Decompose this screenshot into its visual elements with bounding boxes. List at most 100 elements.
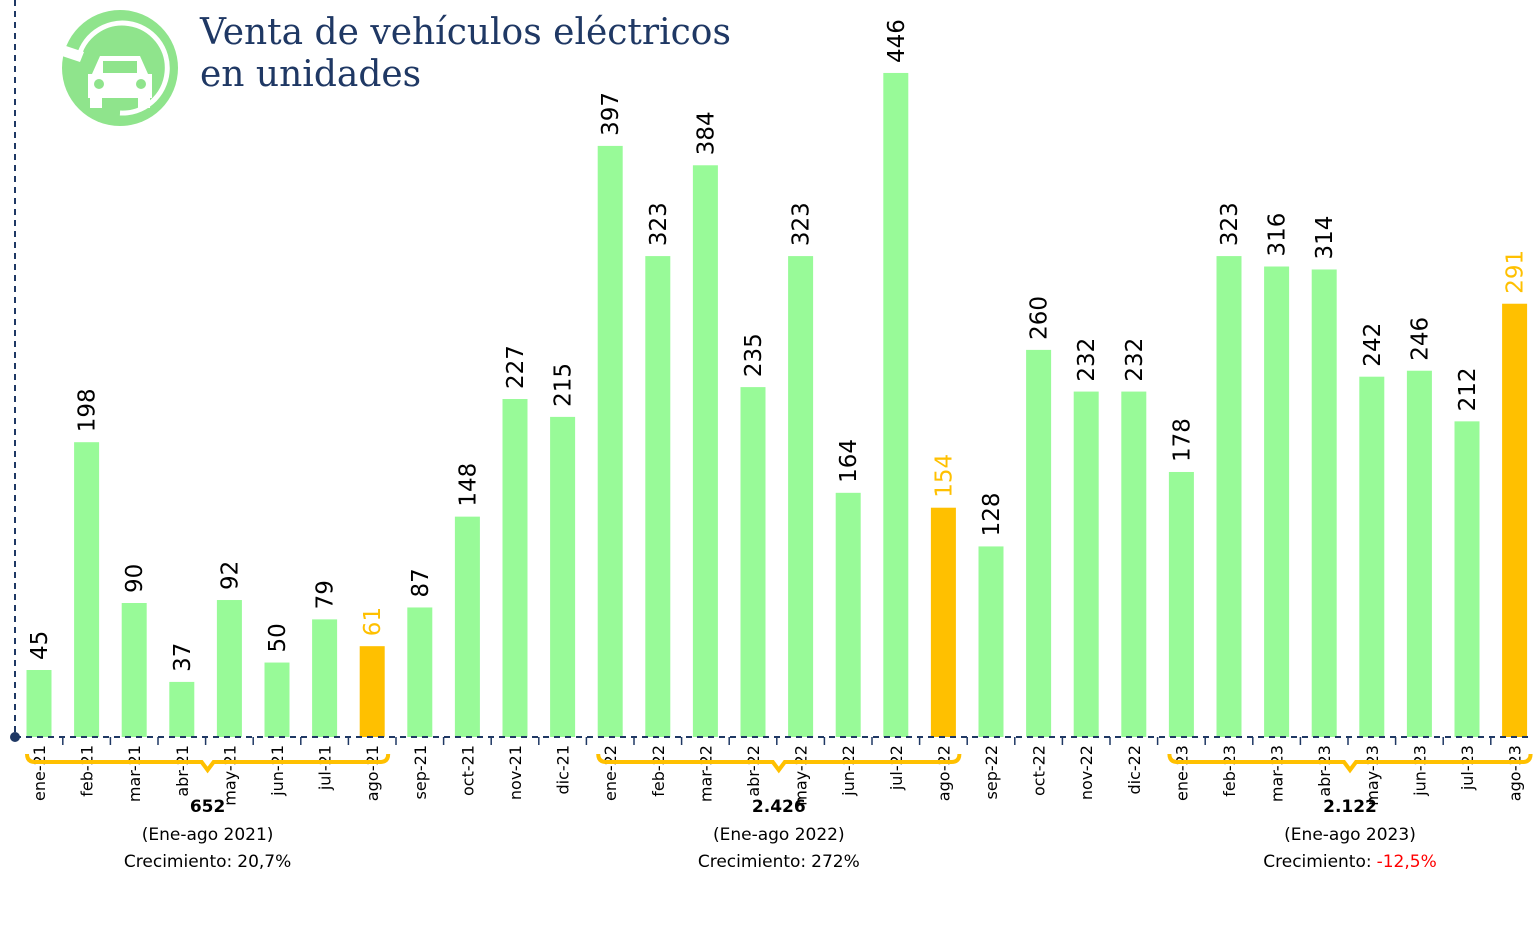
bar <box>645 256 671 737</box>
annotation-growth: Crecimiento: -12,5% <box>1263 852 1436 872</box>
value-label: 323 <box>646 202 672 246</box>
bar <box>502 399 528 737</box>
bracket <box>1167 753 1533 774</box>
x-tick-label: sep-22 <box>982 745 1001 799</box>
value-label: 148 <box>455 463 481 507</box>
value-label: 215 <box>551 363 577 407</box>
bar <box>1264 266 1290 737</box>
bar <box>597 145 623 737</box>
bracket <box>596 753 962 774</box>
value-label: 235 <box>741 333 767 377</box>
x-tick-label: abr-21 <box>173 745 192 797</box>
bar <box>1454 421 1480 737</box>
annotation-period: (Ene-ago 2022) <box>713 825 845 845</box>
bar <box>550 416 576 737</box>
value-label: 45 <box>27 631 53 660</box>
value-label: 397 <box>598 92 624 136</box>
annotation-total: 652 <box>190 797 226 817</box>
bar <box>312 619 338 737</box>
value-label: 164 <box>836 439 862 483</box>
x-tick-label: dic-21 <box>554 745 573 795</box>
annotation-total: 2.122 <box>1323 797 1377 817</box>
value-label: 87 <box>408 568 434 597</box>
x-tick-label: ene-23 <box>1172 745 1191 801</box>
bar <box>1311 269 1337 737</box>
x-tick-label: mar-21 <box>125 745 144 802</box>
annotation-growth: Crecimiento: 272% <box>698 852 860 872</box>
x-tick-label: jul-23 <box>1458 745 1477 791</box>
x-tick-label: nov-21 <box>506 745 525 800</box>
annotation-total: 2.426 <box>752 797 806 817</box>
x-tick-label: oct-21 <box>458 745 477 796</box>
bar <box>930 507 956 737</box>
value-label: 314 <box>1312 216 1338 260</box>
x-tick-label: ago-21 <box>363 745 382 801</box>
bar <box>264 662 290 737</box>
bar <box>74 442 100 737</box>
bar <box>407 607 433 737</box>
axis-dot <box>10 732 20 742</box>
chart-title: Venta de vehículos eléctricos <box>199 12 731 53</box>
annotation-period: (Ene-ago 2021) <box>142 825 274 845</box>
value-label: 232 <box>1122 338 1148 382</box>
value-label: 198 <box>75 388 101 432</box>
chart-title: en unidades <box>200 54 421 95</box>
value-label: 154 <box>931 454 957 498</box>
annotation-period: (Ene-ago 2023) <box>1284 825 1416 845</box>
bar <box>1502 303 1528 737</box>
x-tick-label: ene-22 <box>601 745 620 801</box>
x-tick-label: oct-22 <box>1030 745 1049 796</box>
value-label: 232 <box>1074 338 1100 382</box>
value-label: 291 <box>1503 250 1529 294</box>
bar <box>788 256 814 737</box>
bar <box>883 72 909 737</box>
growth-label: Crecimiento: <box>698 852 806 872</box>
value-label: 260 <box>1027 296 1053 340</box>
value-label: 246 <box>1407 317 1433 361</box>
bar <box>1216 256 1242 737</box>
bar <box>26 670 52 737</box>
bar <box>1121 391 1147 737</box>
bar <box>121 603 147 737</box>
value-label: 446 <box>884 19 910 63</box>
x-tick-label: jun-22 <box>839 745 858 797</box>
bar <box>359 646 385 737</box>
x-tick-label: abr-23 <box>1315 745 1334 797</box>
x-tick-label: mar-22 <box>696 745 715 802</box>
x-tick-label: nov-22 <box>1077 745 1096 800</box>
bar <box>835 492 861 737</box>
x-tick-label: jun-23 <box>1410 745 1429 797</box>
value-label: 37 <box>170 643 196 672</box>
bar <box>1168 471 1194 737</box>
x-tick-label: ene-21 <box>30 745 49 801</box>
value-label: 323 <box>789 202 815 246</box>
value-label: 178 <box>1169 418 1195 462</box>
value-label: 227 <box>503 345 529 389</box>
value-label: 384 <box>693 111 719 155</box>
x-tick-label: dic-22 <box>1125 745 1144 795</box>
bar <box>692 165 718 737</box>
bar <box>1406 370 1432 737</box>
icon <box>62 10 178 126</box>
bar <box>978 546 1004 737</box>
value-label: 90 <box>122 564 148 593</box>
x-tick-label: feb-23 <box>1220 745 1239 797</box>
bar <box>169 681 195 737</box>
bar <box>1026 349 1052 737</box>
bar <box>740 387 766 737</box>
value-label: 323 <box>1217 202 1243 246</box>
x-tick-label: feb-22 <box>649 745 668 797</box>
value-label: 61 <box>360 607 386 636</box>
bar <box>454 516 480 737</box>
value-label: 212 <box>1455 367 1481 411</box>
value-label: 242 <box>1360 323 1386 367</box>
x-tick-label: ago-23 <box>1506 745 1525 801</box>
growth-label: Crecimiento: <box>1263 852 1371 872</box>
x-tick-label: sep-21 <box>411 745 430 799</box>
growth-value: 20,7% <box>237 852 291 872</box>
bar <box>216 600 242 737</box>
x-tick-label: jul-21 <box>316 745 335 791</box>
bar <box>1073 391 1099 737</box>
value-label: 128 <box>979 493 1005 537</box>
